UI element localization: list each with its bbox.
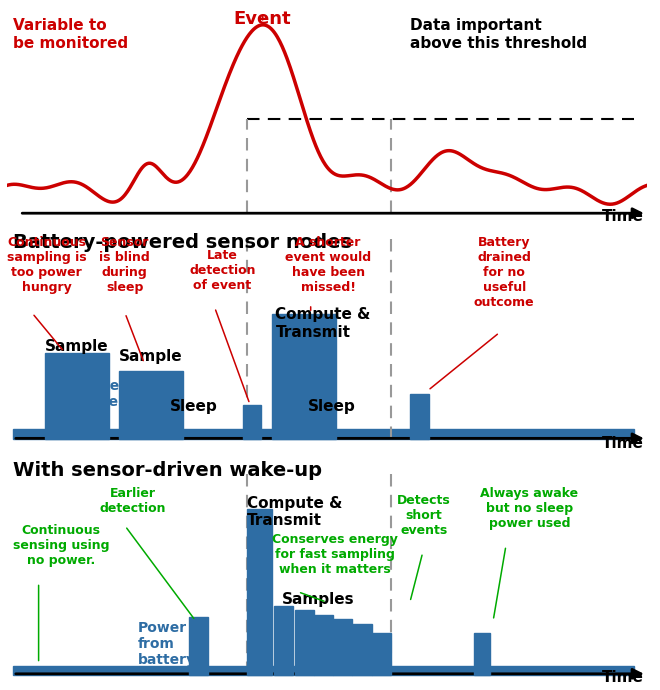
- Text: Time: Time: [602, 671, 644, 685]
- Text: Battery-powered sensor nodes: Battery-powered sensor nodes: [13, 233, 352, 253]
- Text: Data important
above this threshold: Data important above this threshold: [410, 18, 587, 50]
- Text: Continuous
sensing using
no power.: Continuous sensing using no power.: [13, 524, 110, 566]
- Text: Compute &
Transmit: Compute & Transmit: [247, 496, 342, 529]
- Bar: [13, 429, 634, 440]
- Text: Time: Time: [602, 436, 644, 451]
- Text: Sleep: Sleep: [170, 400, 218, 415]
- Bar: [119, 371, 183, 440]
- Bar: [372, 633, 391, 675]
- Text: Event: Event: [234, 10, 292, 28]
- Bar: [314, 615, 333, 675]
- Text: Sleep: Sleep: [308, 400, 355, 415]
- Text: Power from
battery: Power from battery: [77, 379, 168, 409]
- Text: Conserves energy
for fast sampling
when it matters: Conserves energy for fast sampling when …: [273, 533, 398, 576]
- Bar: [274, 606, 294, 675]
- Bar: [352, 624, 372, 675]
- Text: Late
detection
of event: Late detection of event: [189, 249, 255, 293]
- Text: Always awake
but no sleep
power used: Always awake but no sleep power used: [480, 486, 578, 530]
- Bar: [189, 617, 209, 675]
- Text: Earlier
detection: Earlier detection: [100, 486, 166, 515]
- Bar: [13, 666, 634, 675]
- Bar: [294, 610, 314, 675]
- Bar: [410, 394, 429, 440]
- Bar: [474, 633, 490, 675]
- Text: Variable to
be monitored: Variable to be monitored: [13, 18, 128, 50]
- Text: Time: Time: [602, 210, 644, 224]
- Text: Detects
short
events: Detects short events: [397, 493, 451, 537]
- Text: Samples: Samples: [282, 592, 354, 607]
- Bar: [333, 620, 352, 675]
- Text: Battery
drained
for no
useful
outcome: Battery drained for no useful outcome: [474, 236, 535, 308]
- Text: Power
from
battery: Power from battery: [138, 621, 196, 667]
- Text: Compute &
Transmit: Compute & Transmit: [275, 308, 371, 340]
- Text: Sample: Sample: [119, 349, 182, 364]
- Text: Continuous
sampling is
too power
hungry: Continuous sampling is too power hungry: [7, 236, 86, 294]
- Bar: [45, 353, 109, 440]
- Text: Sample: Sample: [45, 339, 109, 354]
- Text: Sensor
is blind
during
sleep: Sensor is blind during sleep: [100, 236, 150, 294]
- Bar: [244, 405, 261, 440]
- Text: With sensor-driven wake-up: With sensor-driven wake-up: [13, 461, 322, 480]
- Bar: [273, 314, 337, 440]
- Bar: [247, 509, 273, 675]
- Text: A shorter
event would
have been
missed!: A shorter event would have been missed!: [285, 236, 371, 294]
